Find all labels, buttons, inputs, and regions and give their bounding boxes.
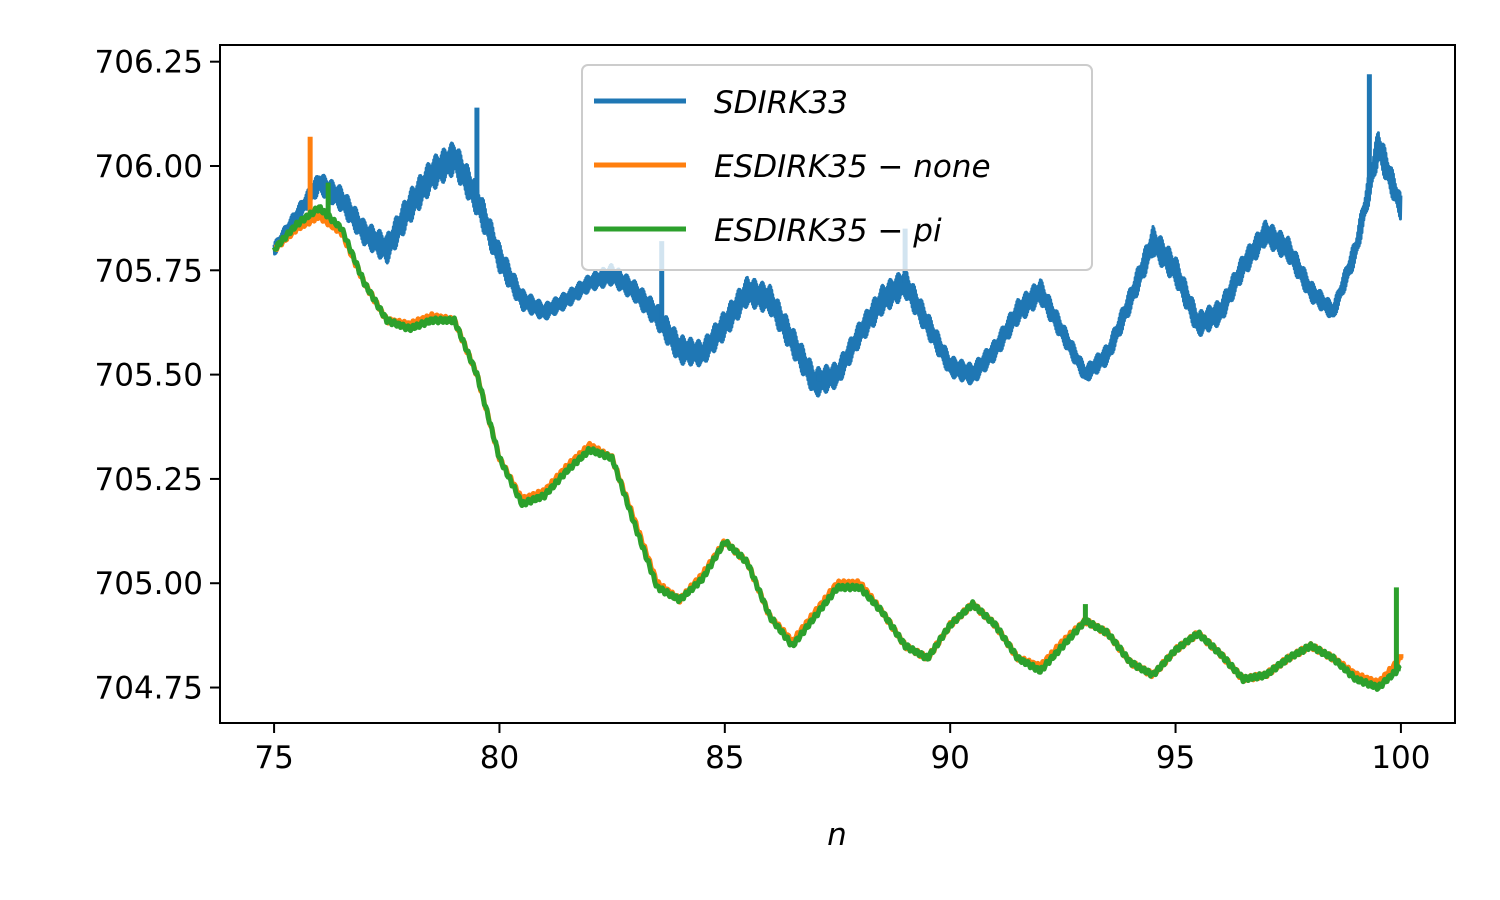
series-line-esdirk35-pi [271,204,1403,692]
y-tick-label: 706.00 [95,149,203,185]
x-axis-label: n [827,817,847,853]
legend-box [581,64,1093,271]
legend: SDIRK33 ESDIRK35 − none ESDIRK35 − pi [581,64,1093,271]
y-tick-label: 705.75 [95,253,203,289]
plot-frame [219,44,1456,724]
y-tick-label: 706.25 [95,45,203,81]
x-tick-label: 95 [1156,740,1195,776]
x-tick-label: 75 [254,740,293,776]
x-tick-label: 90 [930,740,969,776]
x-tick-label: 100 [1371,740,1430,776]
x-tick-label: 85 [705,740,744,776]
series-layer [271,74,1404,692]
y-tick-label: 705.00 [95,566,203,602]
series-line-sdirk33 [272,131,1403,398]
x-tick-label: 80 [480,740,519,776]
y-tick-label: 704.75 [95,671,203,707]
y-tick-label: 705.50 [95,358,203,394]
y-tick-label: 705.25 [95,462,203,498]
x-axis: 75 80 85 90 95 100 [254,723,1430,776]
legend-label-esdirk35-pi: ESDIRK35 − pi [714,213,942,249]
legend-label-esdirk35-none: ESDIRK35 − none [714,149,991,185]
y-axis: 704.75 705.00 705.25 705.50 705.75 706.00 706.… [95,45,220,707]
legend-label-sdirk33: SDIRK33 [714,85,848,121]
